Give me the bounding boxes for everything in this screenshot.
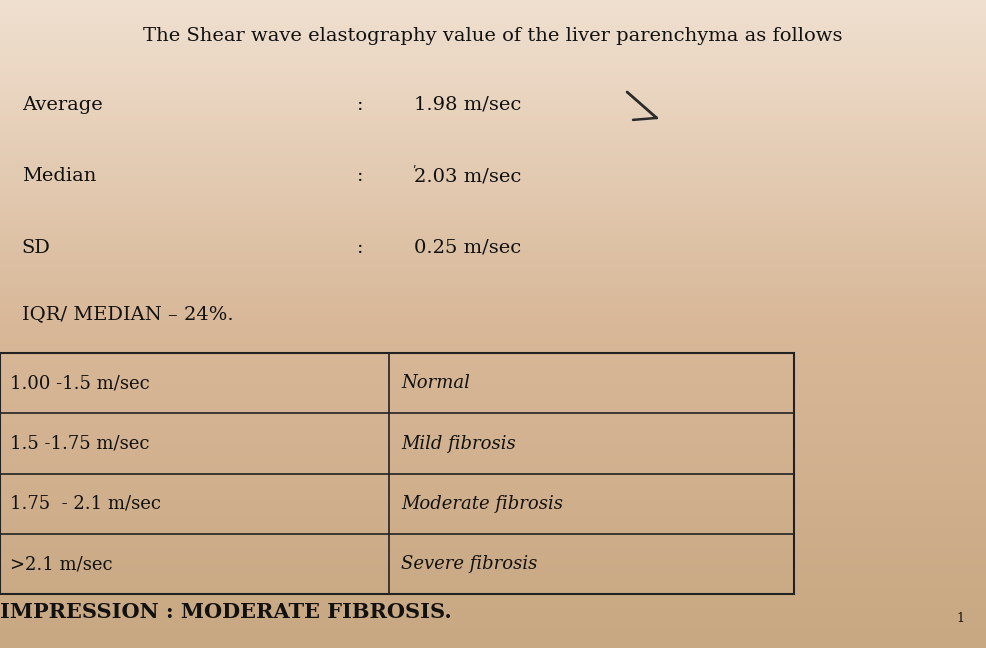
Text: IMPRESSION : MODERATE FIBROSIS.: IMPRESSION : MODERATE FIBROSIS. [0,603,452,622]
Text: Moderate fibrosis: Moderate fibrosis [401,495,563,513]
Text: IQR/ MEDIAN – 24%.: IQR/ MEDIAN – 24%. [22,305,234,323]
Text: Median: Median [22,167,96,185]
Text: Average: Average [22,96,103,114]
Text: Mild fibrosis: Mild fibrosis [401,435,516,452]
Text: >2.1 m/sec: >2.1 m/sec [10,555,112,573]
Text: SD: SD [22,238,50,257]
Text: 1.75  - 2.1 m/sec: 1.75 - 2.1 m/sec [10,495,161,513]
Text: 0.25 m/sec: 0.25 m/sec [414,238,522,257]
Text: The Shear wave elastography value of the liver parenchyma as follows: The Shear wave elastography value of the… [143,27,843,45]
Text: Normal: Normal [401,375,470,392]
Text: ʹ: ʹ [412,165,416,178]
Text: Severe fibrosis: Severe fibrosis [401,555,537,573]
Text: 1.5 -1.75 m/sec: 1.5 -1.75 m/sec [10,435,149,452]
Text: :: : [357,167,363,185]
Text: 1.98 m/sec: 1.98 m/sec [414,96,522,114]
Text: 1.00 -1.5 m/sec: 1.00 -1.5 m/sec [10,375,150,392]
Text: :: : [357,238,363,257]
Text: 1: 1 [956,612,964,625]
Text: 2.03 m/sec: 2.03 m/sec [414,167,522,185]
Text: :: : [357,96,363,114]
